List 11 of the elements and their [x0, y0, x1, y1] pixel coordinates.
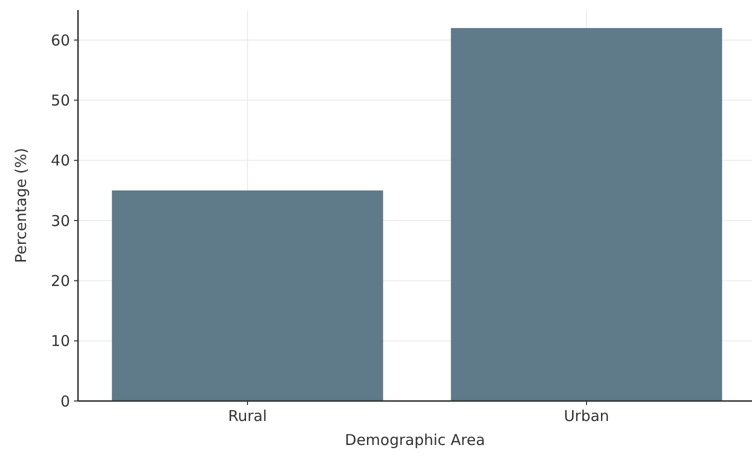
y-axis-title: Percentage (%) — [12, 148, 30, 264]
y-tick-label: 20 — [50, 272, 70, 290]
y-tick-label: 40 — [50, 152, 70, 170]
y-tick-label: 10 — [50, 332, 70, 350]
y-tick-label: 60 — [50, 31, 70, 50]
x-tick-label: Rural — [228, 407, 267, 425]
x-tick-label: Urban — [564, 407, 610, 425]
y-tick-label: 50 — [50, 91, 70, 110]
y-tick-label: 0 — [60, 392, 70, 410]
x-axis-title: Demographic Area — [344, 431, 486, 449]
y-tick-label: 30 — [50, 212, 70, 230]
